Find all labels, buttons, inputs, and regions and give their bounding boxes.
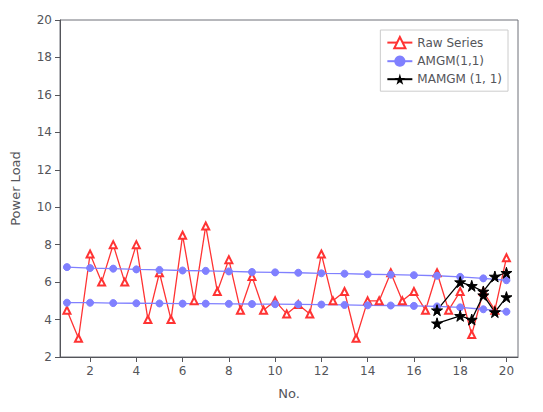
svg-text:18: 18 (37, 50, 52, 64)
svg-text:16: 16 (406, 364, 421, 378)
svg-text:8: 8 (225, 364, 233, 378)
svg-text:10: 10 (37, 200, 52, 214)
svg-text:14: 14 (37, 125, 52, 139)
svg-text:20: 20 (499, 364, 514, 378)
svg-text:4: 4 (133, 364, 141, 378)
svg-text:Power Load: Power Load (8, 151, 23, 226)
svg-text:AMGM(1,1): AMGM(1,1) (417, 54, 484, 68)
svg-text:2: 2 (44, 350, 52, 364)
svg-text:Raw Series: Raw Series (417, 36, 483, 50)
svg-text:8: 8 (44, 238, 52, 252)
svg-text:14: 14 (360, 364, 375, 378)
svg-text:16: 16 (37, 88, 52, 102)
svg-text:12: 12 (314, 364, 329, 378)
svg-text:18: 18 (453, 364, 468, 378)
svg-text:10: 10 (267, 364, 282, 378)
svg-text:MAMGM (1, 1): MAMGM (1, 1) (417, 72, 502, 86)
svg-text:No.: No. (278, 386, 300, 401)
svg-text:20: 20 (37, 13, 52, 27)
svg-text:6: 6 (44, 275, 52, 289)
svg-text:4: 4 (44, 313, 52, 327)
svg-text:6: 6 (179, 364, 187, 378)
svg-text:2: 2 (86, 364, 94, 378)
svg-text:12: 12 (37, 163, 52, 177)
